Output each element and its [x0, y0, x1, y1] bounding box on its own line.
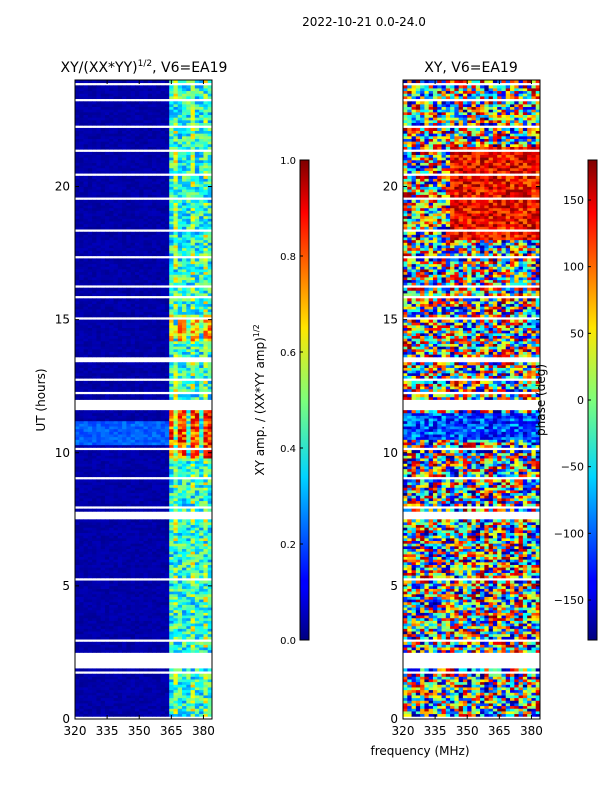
- colorbar-tick-label: −50: [561, 461, 584, 474]
- colorbar-tick-label: 100: [563, 261, 584, 274]
- colorbar-tick-label: −100: [554, 527, 584, 540]
- x-tick-label: 320: [64, 724, 87, 738]
- phase-panel-title: XY, V6=EA19: [424, 60, 518, 76]
- x-tick-label: 365: [488, 724, 511, 738]
- x-tick-label: 365: [160, 724, 183, 738]
- x-tick-label: 350: [456, 724, 479, 738]
- x-tick-label: 350: [128, 724, 151, 738]
- y-tick-label: 20: [55, 180, 70, 194]
- colorbar-tick-label: 0.2: [280, 540, 296, 551]
- y-tick-label: 0: [390, 712, 398, 726]
- colorbar-tick-label: 50: [570, 327, 584, 340]
- amplitude-colorbar-gradient: [299, 159, 310, 641]
- y-tick-label: 5: [390, 579, 398, 593]
- phase-colorbar-label: phase (deg): [534, 364, 548, 436]
- y-tick-label: 10: [55, 446, 70, 460]
- figure-suptitle: 2022-10-21 0.0-24.0: [302, 15, 426, 29]
- colorbar-tick-label: 0: [577, 394, 584, 407]
- y-tick-label: 5: [62, 579, 70, 593]
- y-tick-label: 0: [62, 712, 70, 726]
- colorbar-tick-label: 1.0: [280, 156, 296, 167]
- y-tick-label: 15: [55, 313, 70, 327]
- amplitude-panel-title: XY/(XX*YY)1/2, V6=EA19: [61, 59, 228, 76]
- amplitude-panel: XY/(XX*YY)1/2, V6=EA19 320 335 350 365 380 0 5…: [34, 59, 227, 738]
- x-tick-label: 335: [96, 724, 119, 738]
- y-tick-label: 15: [383, 313, 398, 327]
- phase-x-axis-label: frequency (MHz): [370, 744, 469, 758]
- x-tick-label: 380: [520, 724, 543, 738]
- x-tick-label: 320: [392, 724, 415, 738]
- colorbar-tick-label: 0.4: [280, 444, 296, 455]
- phase-heatmap-image: [403, 80, 540, 717]
- amplitude-y-axis-label: UT (hours): [34, 368, 48, 431]
- x-tick-label: 335: [424, 724, 447, 738]
- y-tick-label: 10: [383, 446, 398, 460]
- amplitude-colorbar: 0.0 0.2 0.4 0.6 0.8 1.0 XY amp. / (XX*YY amp)…: [252, 156, 310, 647]
- phase-panel: XY, V6=EA19 320 335 350 365 380 0 5 10 15 20 freq…: [370, 60, 542, 758]
- amplitude-axes-frame: [74, 79, 213, 720]
- amplitude-heatmap-image: [75, 80, 212, 717]
- amplitude-colorbar-label: XY amp. / (XX*YY amp)1/2: [252, 324, 267, 475]
- x-tick-label: 380: [192, 724, 215, 738]
- phase-axes-frame: [402, 79, 541, 720]
- colorbar-tick-label: 0.6: [280, 348, 296, 359]
- phase-colorbar: −150 −100 −50 0 50 100 150 phase (deg): [534, 159, 598, 641]
- colorbar-tick-label: 0.8: [280, 252, 296, 263]
- colorbar-tick-label: −150: [554, 594, 584, 607]
- colorbar-tick-label: 0.0: [280, 636, 296, 647]
- colorbar-tick-label: 150: [563, 194, 584, 207]
- y-tick-label: 20: [383, 180, 398, 194]
